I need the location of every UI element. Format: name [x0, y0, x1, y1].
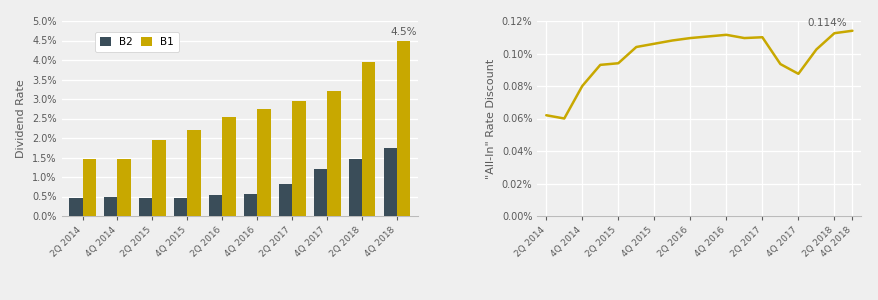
Bar: [362, 62, 375, 216]
Legend: B2, B1: B2, B1: [95, 32, 179, 52]
Bar: [118, 159, 131, 216]
Bar: [187, 130, 200, 216]
Bar: [291, 101, 306, 216]
Bar: [209, 194, 222, 216]
Bar: [349, 159, 362, 216]
Y-axis label: "All-In" Rate Discount: "All-In" Rate Discount: [486, 58, 496, 178]
Bar: [69, 199, 83, 216]
Bar: [313, 169, 327, 216]
Bar: [222, 116, 235, 216]
Bar: [139, 198, 152, 216]
Bar: [104, 197, 118, 216]
Bar: [174, 198, 187, 216]
Bar: [397, 40, 410, 216]
Y-axis label: Dividend Rate: Dividend Rate: [17, 79, 26, 158]
Bar: [257, 109, 270, 216]
Bar: [327, 91, 340, 216]
Text: 4.5%: 4.5%: [390, 27, 416, 38]
Text: 0.114%: 0.114%: [807, 17, 846, 28]
Bar: [244, 194, 257, 216]
Bar: [278, 184, 291, 216]
Bar: [384, 148, 397, 216]
Bar: [152, 140, 166, 216]
Bar: [83, 159, 96, 216]
